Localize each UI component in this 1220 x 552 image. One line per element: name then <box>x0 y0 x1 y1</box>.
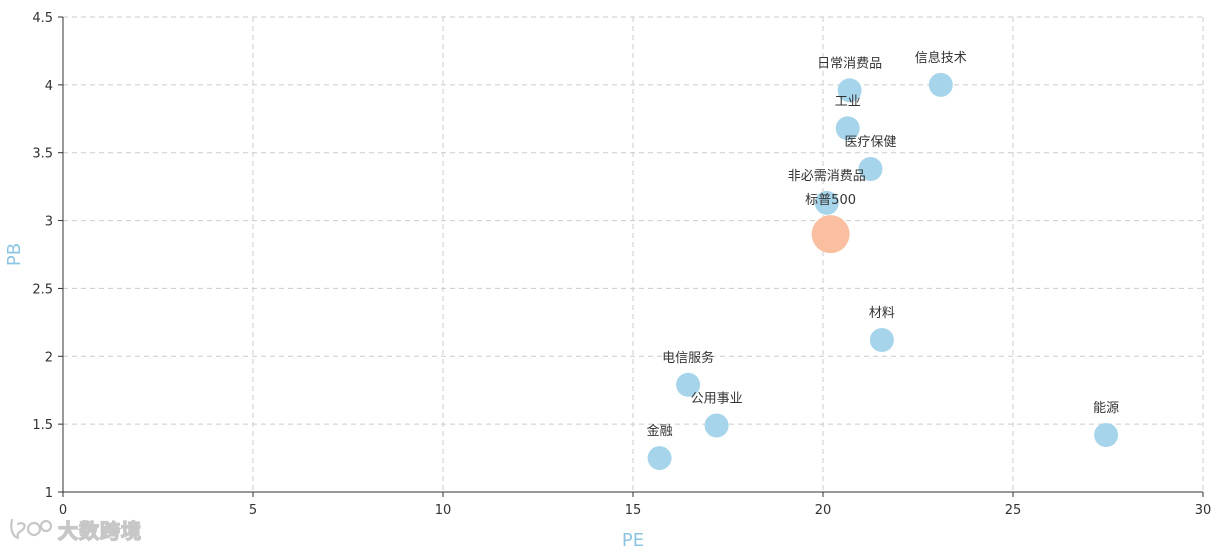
y-tick-label: 4 <box>45 79 53 94</box>
point-label: 医疗保健 <box>844 135 896 150</box>
data-point <box>837 78 862 103</box>
data-points <box>647 72 1119 471</box>
point-label: 材料 <box>869 306 895 321</box>
data-point <box>858 157 883 181</box>
x-tick-label: 0 <box>59 503 67 518</box>
point-label: 信息技术 <box>915 50 967 66</box>
watermark-text: 大数跨境 <box>57 518 142 543</box>
data-point-highlight <box>811 215 850 254</box>
data-point <box>676 372 701 397</box>
axes: 0 5 10 15 20 25 30 1 1.5 2 2.5 3 3.5 4 4.5 <box>32 11 1211 518</box>
x-tick-label: 25 <box>1005 503 1022 518</box>
point-label: 标普500 <box>805 193 856 208</box>
data-point <box>704 413 729 438</box>
x-tick-label: 20 <box>815 503 832 518</box>
grid-lines <box>63 16 1204 492</box>
point-label: 日常消费品 <box>817 56 882 71</box>
data-point <box>869 328 894 352</box>
x-tick-label: 30 <box>1195 503 1212 518</box>
y-tick-label: 1 <box>45 486 53 501</box>
x-tick-label: 15 <box>625 503 642 518</box>
y-tick-label: 2.5 <box>32 282 53 297</box>
y-tick-label: 4.5 <box>32 11 53 26</box>
y-tick-label: 3.5 <box>32 147 53 162</box>
y-tick-label: 1.5 <box>32 418 53 433</box>
x-axis-title: PE <box>622 530 644 551</box>
point-label: 金融 <box>647 423 673 439</box>
y-tick-label: 2 <box>45 350 53 365</box>
x-tick-label: 10 <box>435 503 452 518</box>
point-label: 能源 <box>1093 401 1119 416</box>
y-tick-label: 3 <box>45 215 53 230</box>
point-label: 工业 <box>835 94 861 109</box>
point-label: 电信服务 <box>662 350 714 366</box>
data-point <box>647 446 672 471</box>
watermark: 大数跨境 <box>8 514 142 544</box>
data-point <box>1094 423 1119 447</box>
data-point <box>835 116 860 141</box>
x-tick-label: 5 <box>249 503 257 518</box>
point-label: 公用事业 <box>691 392 743 407</box>
data-point <box>814 190 839 215</box>
data-point <box>928 72 953 97</box>
y-axis-title: PB <box>4 243 25 266</box>
kuajing-logo-icon <box>10 518 53 540</box>
point-label: 非必需消费品 <box>788 169 866 184</box>
